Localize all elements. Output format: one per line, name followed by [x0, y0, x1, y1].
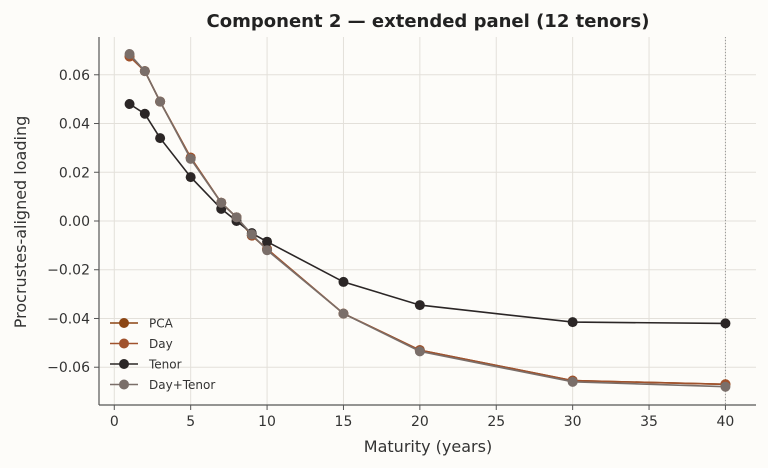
legend-marker-day-tenor	[119, 379, 129, 390]
y-tick-label: −0.02	[47, 263, 90, 279]
y-tick-label: −0.04	[47, 311, 90, 327]
data-point-day-tenor	[246, 229, 257, 240]
x-tick-label: 30	[564, 414, 582, 430]
y-tick-label: −0.06	[47, 360, 90, 376]
legend-label-day-tenor: Day+Tenor	[149, 378, 215, 392]
data-point-day-tenor	[338, 308, 349, 319]
legend-label-pca: PCA	[149, 317, 174, 331]
x-axis-label: Maturity (years)	[364, 437, 492, 456]
legend-marker-pca	[119, 318, 129, 328]
series-group	[124, 49, 731, 392]
legend-label-day: Day	[149, 337, 173, 351]
x-tick-label: 35	[640, 414, 658, 430]
y-axis-label: Procrustes-aligned loading	[11, 116, 30, 328]
y-tick-label: 0.04	[59, 117, 90, 133]
x-tick-label: 5	[186, 414, 195, 430]
legend-marker-tenor	[119, 359, 129, 369]
data-point-day-tenor	[414, 346, 425, 357]
x-tick-label: 25	[487, 414, 505, 430]
x-tick-label: 10	[258, 414, 276, 430]
x-tick-label: 15	[335, 414, 353, 430]
data-point-tenor	[414, 300, 425, 311]
y-tick-label: 0.02	[59, 165, 90, 181]
legend-label-tenor: Tenor	[148, 358, 182, 372]
data-point-day-tenor	[155, 96, 166, 107]
data-point-tenor	[338, 276, 349, 287]
legend-marker-day	[119, 338, 129, 349]
data-point-day-tenor	[720, 381, 731, 392]
data-point-day-tenor	[139, 66, 150, 77]
y-tick-label: 0.06	[59, 68, 90, 84]
data-point-tenor	[185, 172, 196, 183]
data-point-tenor	[262, 236, 273, 247]
x-tick-label: 40	[717, 414, 735, 430]
data-point-day-tenor	[231, 212, 242, 223]
data-point-day-tenor	[262, 245, 273, 256]
series-line-day-tenor	[129, 53, 726, 388]
x-tick-label: 20	[411, 414, 429, 430]
data-point-tenor	[155, 133, 166, 144]
data-point-tenor	[720, 318, 731, 329]
y-tick-label: 0.00	[59, 214, 90, 230]
data-point-day-tenor	[185, 153, 196, 164]
grid	[99, 37, 756, 405]
data-point-tenor	[139, 108, 150, 119]
x-tick-label: 0	[110, 414, 119, 430]
data-point-day-tenor	[567, 376, 578, 387]
legend: PCA Day Tenor Day+Tenor	[110, 317, 215, 392]
data-point-tenor	[124, 99, 135, 110]
data-point-day-tenor	[216, 197, 227, 208]
tick-labels: 0 5 10 15 20 25 30 35 40 −0.06 −0.04 −0.02 0.00 0.02 0…	[47, 68, 734, 430]
data-point-day-tenor	[124, 49, 135, 60]
chart-title: Component 2 — extended panel (12 tenors)	[207, 11, 650, 32]
axes	[94, 37, 756, 410]
data-point-tenor	[567, 317, 578, 328]
